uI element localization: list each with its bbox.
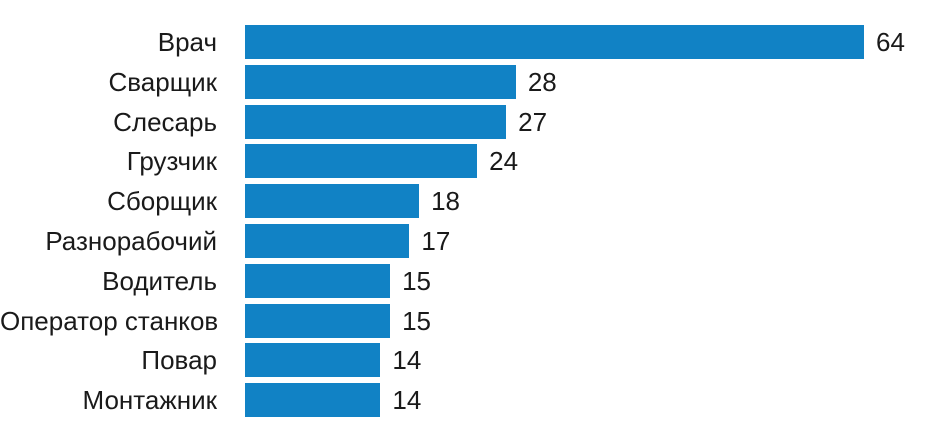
value-label: 15 xyxy=(402,265,431,296)
bar xyxy=(245,184,420,219)
value-label: 15 xyxy=(402,305,431,336)
category-label: Слесарь xyxy=(113,106,217,137)
value-label: 14 xyxy=(392,345,422,376)
value-label: 64 xyxy=(876,27,905,57)
chart-row: Водитель 15 xyxy=(0,263,945,298)
bar xyxy=(245,383,381,418)
value-label: 18 xyxy=(431,186,461,217)
chart-row: Врач 64 xyxy=(0,25,945,59)
chart-row: Сварщик 28 xyxy=(0,64,945,99)
category-label: Врач xyxy=(157,27,217,57)
value-label: 27 xyxy=(518,106,548,137)
bar xyxy=(245,144,478,179)
category-label: Сварщик xyxy=(108,66,217,97)
chart-row: Слесарь 27 xyxy=(0,104,945,139)
bar xyxy=(245,303,391,338)
value-label: 14 xyxy=(392,385,422,416)
bar xyxy=(245,25,864,59)
category-label: Грузчик xyxy=(126,146,217,177)
chart-row: Монтажник 14 xyxy=(0,383,945,418)
bar xyxy=(245,223,410,258)
category-label: Сборщик xyxy=(107,186,217,217)
category-label: Разнорабочий xyxy=(45,225,217,256)
bar xyxy=(245,343,381,378)
category-label: Водитель xyxy=(102,265,217,296)
value-label: 17 xyxy=(421,225,451,256)
chart-row: Разнорабочий 17 xyxy=(0,223,945,258)
category-label: Повар xyxy=(141,345,217,376)
chart-row: Повар 14 xyxy=(0,343,945,378)
chart-row: Оператор станков 15 xyxy=(0,303,945,338)
bar-chart-rows: Врач 64 Сварщик 28 Слесарь 27 Грузчик 24 Сборщик… xyxy=(0,25,945,418)
chart-row: Грузчик 24 xyxy=(0,144,945,179)
bar xyxy=(245,64,516,99)
chart-row: Сборщик 18 xyxy=(0,184,945,219)
category-label: Монтажник xyxy=(82,385,218,416)
bar xyxy=(245,104,507,139)
value-label: 24 xyxy=(489,146,519,177)
category-label: Оператор станков xyxy=(0,305,219,336)
value-label: 28 xyxy=(527,66,557,97)
bar xyxy=(245,263,391,298)
